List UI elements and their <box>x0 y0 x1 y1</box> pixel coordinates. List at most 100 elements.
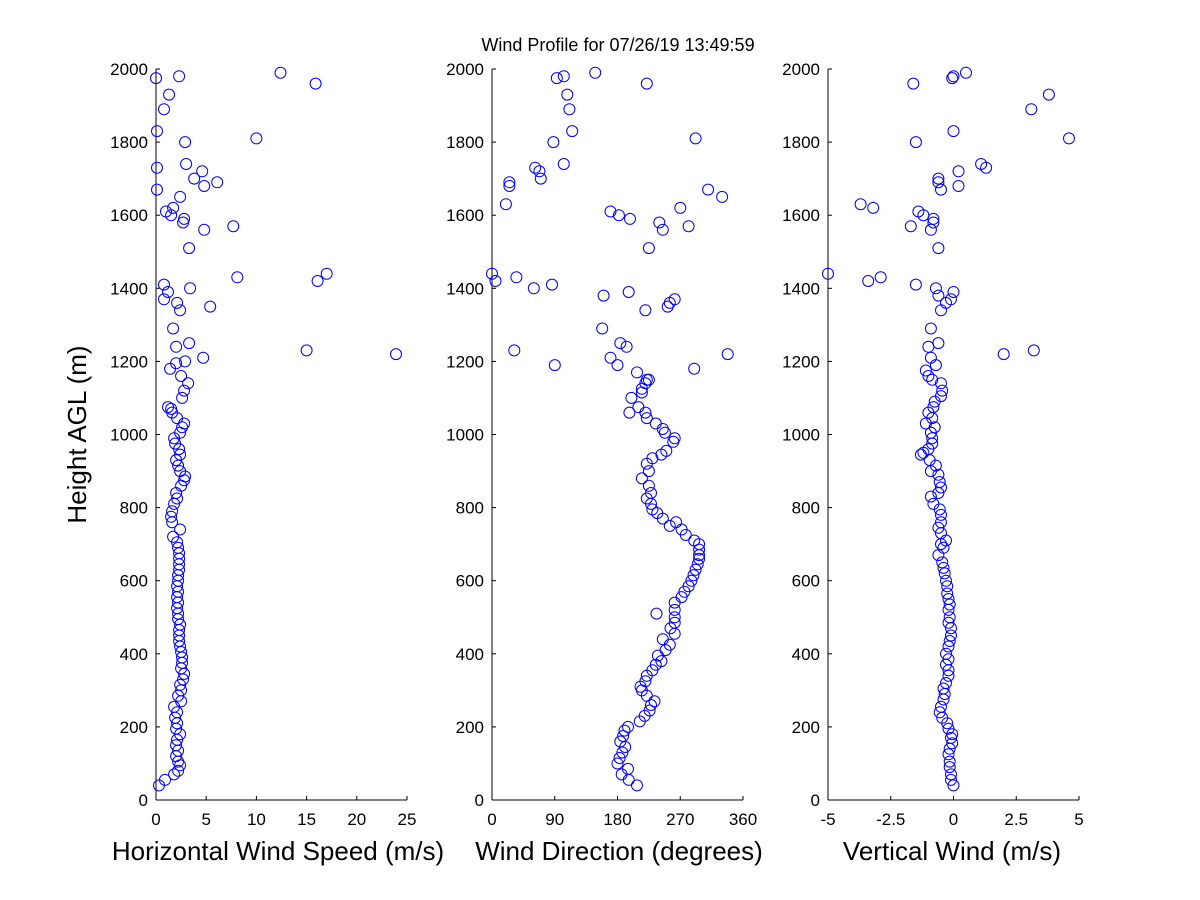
data-point <box>689 563 702 576</box>
data-point <box>867 201 880 214</box>
data-point <box>854 198 867 211</box>
data-point <box>942 653 955 666</box>
data-point <box>170 739 183 752</box>
data-point <box>151 161 163 174</box>
data-point <box>674 201 687 214</box>
data-point <box>188 172 201 185</box>
data-point <box>300 344 313 357</box>
data-point <box>691 558 704 571</box>
data-point <box>653 216 666 229</box>
data-point <box>612 209 625 222</box>
data-point <box>943 598 956 611</box>
data-point <box>932 337 945 350</box>
panel-2: 0 200 400 600 800 1000 1200 1400 1600 1800 2000 0 90… <box>446 60 763 866</box>
y-tick-label: 0 <box>475 791 484 810</box>
data-point <box>168 768 181 781</box>
data-point <box>622 762 634 775</box>
data-point <box>503 176 516 189</box>
data-point <box>947 70 960 83</box>
data-point <box>932 176 945 189</box>
data-point <box>596 322 609 335</box>
data-point <box>952 165 965 178</box>
data-point <box>174 678 187 691</box>
data-point <box>639 675 652 688</box>
data-point <box>642 242 655 255</box>
data-point <box>643 704 656 717</box>
data-point <box>642 465 655 478</box>
data-point <box>227 220 240 233</box>
x-tick-label: 25 <box>398 810 417 829</box>
data-point <box>546 278 558 291</box>
data-point <box>618 724 631 737</box>
data-point <box>563 103 576 116</box>
data-point <box>197 351 210 364</box>
data-point <box>924 490 937 503</box>
data-point <box>935 304 947 317</box>
data-point <box>198 223 211 236</box>
x-axis-label: Horizontal Wind Speed (m/s) <box>112 836 444 866</box>
data-point <box>935 508 947 521</box>
y-tick-label: 1800 <box>110 133 148 152</box>
data-point <box>172 764 185 777</box>
data-point <box>924 223 937 236</box>
data-point <box>937 561 950 574</box>
x-tick-label: 180 <box>603 810 631 829</box>
x-axis-label: Wind Direction (degrees) <box>475 836 763 866</box>
data-point <box>183 242 196 255</box>
data-point <box>656 633 669 646</box>
data-point <box>997 348 1010 361</box>
data-point <box>668 616 681 629</box>
data-point <box>183 337 196 350</box>
x-axis-label: Vertical Wind (m/s) <box>843 836 1061 866</box>
data-point <box>663 519 676 532</box>
y-tick-label: 800 <box>792 499 820 518</box>
y-tick-label: 1200 <box>446 352 484 371</box>
data-point <box>510 271 523 284</box>
data-point <box>274 66 287 79</box>
data-point <box>622 773 635 786</box>
data-point <box>170 357 183 370</box>
data-point <box>167 201 180 214</box>
data-point <box>675 591 688 604</box>
data-point <box>174 465 187 478</box>
data-point <box>170 340 183 353</box>
data-point <box>1063 132 1075 145</box>
data-point <box>184 282 197 295</box>
data-point <box>167 530 180 543</box>
data-point <box>932 172 945 185</box>
data-point <box>668 603 681 616</box>
data-point <box>159 773 171 786</box>
y-tick-label: 1600 <box>110 206 148 225</box>
data-point <box>534 172 547 185</box>
data-point <box>178 384 191 397</box>
data-point <box>936 556 949 569</box>
data-point <box>942 616 955 629</box>
data-point <box>945 293 957 306</box>
data-point <box>649 417 662 430</box>
data-point <box>604 351 617 364</box>
data-point <box>182 377 195 390</box>
data-point <box>914 448 927 461</box>
data-point <box>693 552 706 565</box>
data-point <box>943 761 956 774</box>
data-point <box>687 569 700 582</box>
data-point <box>611 757 624 770</box>
data-point <box>158 293 170 306</box>
data-point <box>178 212 191 225</box>
data-point <box>158 278 170 291</box>
x-tick-label: 90 <box>545 810 564 829</box>
data-point <box>632 401 645 414</box>
data-point <box>171 492 184 505</box>
data-point <box>660 444 673 457</box>
data-point <box>640 77 653 90</box>
data-point <box>668 611 681 624</box>
data-point <box>874 271 887 284</box>
series-markers <box>486 66 734 792</box>
data-point <box>640 373 653 386</box>
data-point <box>604 205 617 218</box>
data-point <box>943 611 956 624</box>
data-point <box>935 183 947 196</box>
y-tick-label: 1200 <box>110 352 148 371</box>
data-point <box>615 768 628 781</box>
data-point <box>503 180 516 192</box>
